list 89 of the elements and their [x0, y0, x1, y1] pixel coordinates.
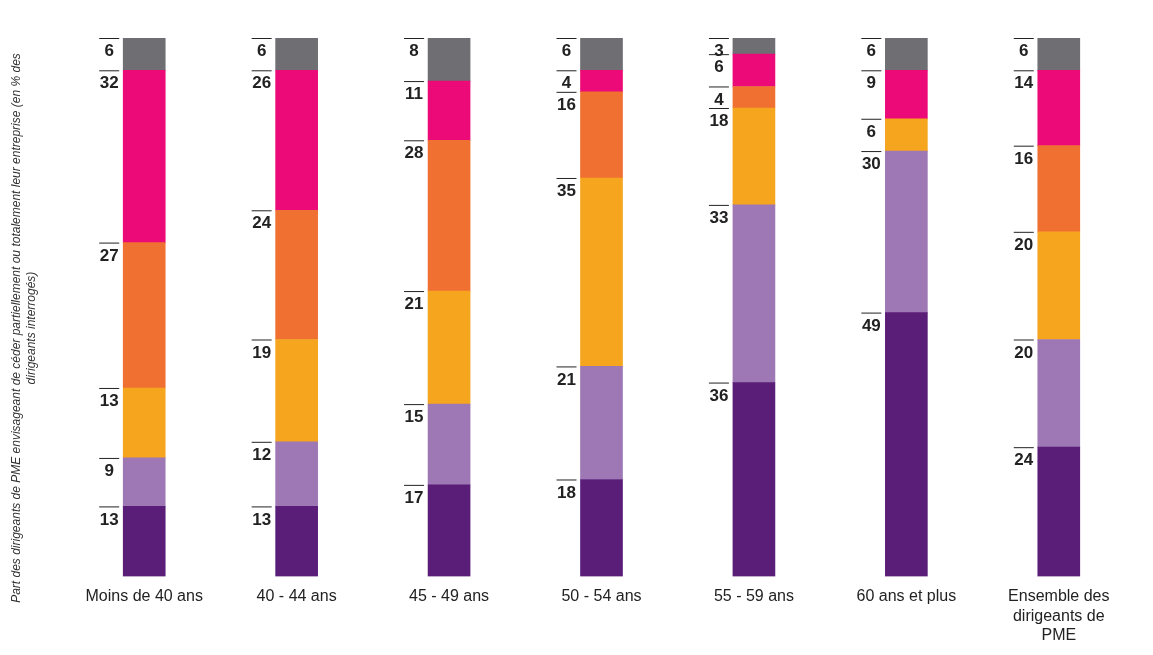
data-label: 6	[714, 57, 724, 77]
bar	[122, 387, 166, 459]
data-label: 27	[99, 245, 119, 265]
bar	[580, 479, 623, 577]
bar	[732, 107, 776, 206]
data-label: 26	[252, 73, 272, 93]
bar	[580, 69, 623, 93]
data-label: 19	[252, 342, 272, 362]
data-label: 21	[557, 369, 576, 389]
bar	[1037, 231, 1081, 340]
x-tick-label: 55 - 59 ans	[713, 587, 794, 605]
data-label: 8	[409, 41, 419, 61]
bar	[122, 38, 166, 71]
data-label: 6	[104, 41, 114, 61]
x-tick-label: Ensemble des dirigeants de PME	[1008, 587, 1110, 643]
data-label: 16	[557, 95, 576, 115]
x-tick-label: 60 ans et plus	[856, 587, 957, 605]
bar	[885, 312, 928, 577]
data-label: 20	[1014, 235, 1034, 255]
bar	[427, 38, 471, 82]
bar	[275, 441, 318, 507]
data-label: 12	[252, 444, 272, 464]
data-label: 18	[557, 482, 576, 502]
bar	[885, 118, 928, 152]
bar	[275, 69, 318, 211]
data-label: 35	[557, 181, 576, 201]
data-label: 6	[561, 41, 572, 61]
data-label: 11	[405, 84, 424, 104]
data-label: 20	[1014, 342, 1034, 362]
bar	[1037, 69, 1081, 147]
bar	[275, 38, 318, 71]
y-axis-title: Part des dirigeants de PME envisageant de céder partiellement ou totalement leur entreprise (en % des dirigeants interrogés)	[9, 52, 39, 605]
bar	[122, 69, 166, 243]
data-label: 4	[561, 73, 572, 93]
bar	[122, 506, 166, 577]
data-label: 28	[404, 143, 424, 163]
bar	[732, 382, 776, 577]
bar	[1037, 38, 1081, 71]
data-label: 30	[861, 154, 881, 174]
bar	[885, 150, 928, 313]
data-label: 49	[861, 315, 881, 335]
data-label: 13	[99, 509, 119, 529]
bar	[122, 242, 166, 389]
x-tick-label: 40 - 44 ans	[256, 587, 337, 605]
data-label: 36	[709, 385, 729, 405]
bar	[732, 204, 776, 383]
bar	[885, 69, 928, 120]
bar	[427, 139, 471, 292]
bar	[275, 506, 318, 577]
bar	[1037, 339, 1081, 448]
data-label: 13	[252, 509, 272, 529]
data-label: 14	[1014, 73, 1034, 93]
bar	[122, 457, 166, 507]
bar	[580, 38, 623, 71]
data-label: 6	[256, 41, 267, 61]
bar	[580, 366, 623, 480]
bar	[885, 38, 928, 71]
data-label: 21	[404, 294, 424, 314]
x-tick-label: 50 - 54 ans	[561, 587, 642, 605]
data-label: 13	[99, 391, 119, 411]
x-tick-label: Moins de 40 ans	[85, 587, 203, 605]
bar	[1037, 145, 1081, 233]
bar	[427, 80, 471, 141]
data-label: 32	[99, 73, 119, 93]
data-label: 17	[404, 488, 424, 508]
data-label: 6	[1019, 41, 1029, 61]
bar	[732, 86, 776, 109]
bar	[580, 91, 623, 179]
data-label: 24	[1014, 450, 1034, 470]
bar	[1037, 446, 1081, 577]
data-label: 16	[1014, 148, 1034, 168]
bar	[275, 209, 318, 340]
data-label: 6	[866, 121, 877, 141]
data-label: 15	[404, 407, 424, 427]
bar	[732, 38, 776, 55]
bar	[427, 403, 471, 486]
data-label: 18	[709, 111, 729, 131]
x-tick-label: 45 - 49 ans	[409, 587, 490, 605]
data-label: 9	[104, 461, 114, 481]
data-label: 6	[866, 41, 877, 61]
bar	[275, 339, 318, 443]
data-label: 9	[866, 73, 877, 93]
data-label: 4	[714, 89, 725, 109]
bar	[427, 484, 471, 577]
bar	[580, 177, 623, 367]
data-label: 24	[252, 213, 272, 233]
bar	[427, 290, 471, 405]
bar	[732, 53, 776, 87]
data-label: 33	[709, 208, 729, 228]
